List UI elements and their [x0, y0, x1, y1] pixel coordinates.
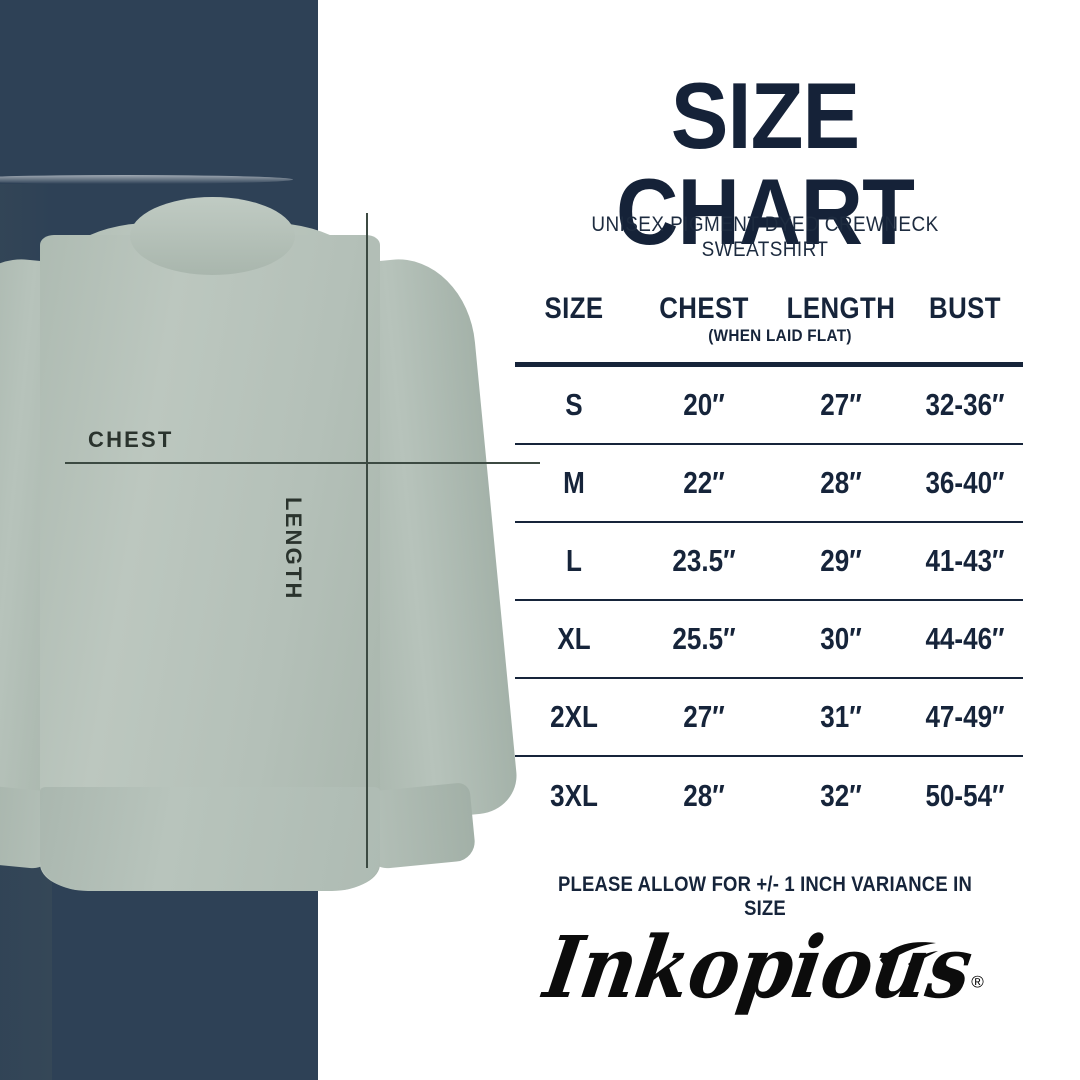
variance-disclaimer: PLEASE ALLOW FOR +/- 1 INCH VARIANCE IN … [558, 873, 972, 920]
cell-length: 28″ [820, 465, 862, 500]
cell-chest: 20″ [683, 387, 725, 422]
page-subtitle: UNISEX PIGMENT DYED CREWNECK SWEATSHIRT [591, 212, 939, 261]
table-header-note-row: (WHEN LAID FLAT) [515, 326, 1023, 360]
table-row: 3XL 28″ 32″ 50-54″ [515, 757, 1023, 835]
column-header-bust: BUST [929, 292, 1001, 325]
column-header-size: SIZE [544, 292, 604, 325]
cell-bust: 44-46″ [925, 621, 1005, 656]
length-measurement-label: LENGTH [281, 497, 306, 601]
size-table: SIZE CHEST LENGTH BUST (WHEN LAID FLAT) … [515, 282, 1023, 835]
ribbed-waistband [40, 787, 380, 891]
cell-bust: 32-36″ [925, 387, 1005, 422]
product-image-panel: CHEST LENGTH [0, 0, 540, 1080]
crewneck-collar [130, 197, 295, 275]
chest-measurement-label: CHEST [88, 427, 174, 452]
column-header-chest: CHEST [659, 292, 749, 325]
cell-length: 31″ [820, 699, 862, 734]
table-row: M 22″ 28″ 36-40″ [515, 445, 1023, 523]
cell-chest: 22″ [683, 465, 725, 500]
cell-chest: 27″ [683, 699, 725, 734]
sweatshirt-illustration [0, 175, 540, 1080]
cell-length: 32″ [820, 778, 862, 813]
table-row: XL 25.5″ 30″ 44-46″ [515, 601, 1023, 679]
table-header-divider [515, 362, 1023, 367]
column-header-length: LENGTH [786, 292, 896, 325]
cell-size: M [563, 465, 585, 500]
cell-chest: 25.5″ [672, 621, 736, 656]
cell-length: 27″ [820, 387, 862, 422]
page-title: SIZE CHART [615, 63, 915, 264]
cell-size: 2XL [550, 699, 598, 734]
chest-measurement-line [65, 462, 540, 464]
cell-bust: 50-54″ [925, 778, 1005, 813]
cell-size: L [566, 543, 582, 578]
table-row: S 20″ 27″ 32-36″ [515, 367, 1023, 445]
size-chart-panel: SIZE CHART UNISEX PIGMENT DYED CREWNECK … [510, 0, 1080, 1080]
cell-size: XL [557, 621, 591, 656]
cell-bust: 47-49″ [925, 699, 1005, 734]
waistband-seam [0, 175, 293, 184]
cell-length: 29″ [820, 543, 862, 578]
cell-length: 30″ [820, 621, 862, 656]
logo-swash-icon [880, 942, 938, 967]
cell-size: S [565, 387, 583, 422]
cell-chest: 23.5″ [672, 543, 736, 578]
table-row: 2XL 27″ 31″ 47-49″ [515, 679, 1023, 757]
table-row: L 23.5″ 29″ 41-43″ [515, 523, 1023, 601]
registered-trademark-icon: ® [971, 972, 984, 992]
cell-size: 3XL [550, 778, 598, 813]
garment-body [40, 235, 380, 890]
table-header-row: SIZE CHEST LENGTH BUST [515, 282, 1023, 326]
length-measurement-line [366, 213, 368, 868]
cell-bust: 41-43″ [925, 543, 1005, 578]
brand-logo-text: Inkopious [538, 917, 980, 1018]
cell-chest: 28″ [683, 778, 725, 813]
when-laid-flat-note: (WHEN LAID FLAT) [708, 326, 852, 345]
cell-bust: 36-40″ [925, 465, 1005, 500]
brand-logo: Inkopious® [510, 918, 1020, 1018]
